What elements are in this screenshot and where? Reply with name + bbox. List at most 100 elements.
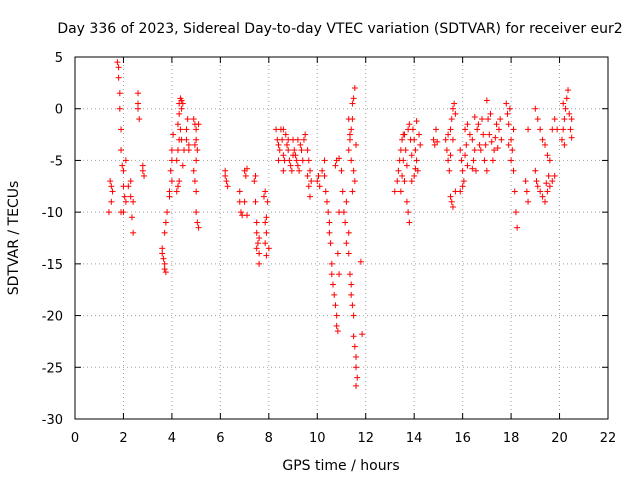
data-point bbox=[121, 193, 128, 200]
data-point bbox=[332, 302, 339, 309]
data-point bbox=[338, 167, 345, 174]
data-point bbox=[568, 134, 575, 141]
data-point bbox=[161, 260, 168, 267]
y-axis: -30 -25 -20 -15 -10 -5 0 5 bbox=[42, 51, 608, 428]
data-point bbox=[448, 116, 455, 123]
data-point bbox=[308, 178, 315, 185]
data-point bbox=[400, 157, 407, 164]
x-axis-title: GPS time / hours bbox=[282, 458, 399, 474]
x-tick-label: 16 bbox=[454, 431, 471, 446]
data-point bbox=[498, 136, 505, 143]
data-point bbox=[350, 333, 357, 340]
data-point bbox=[462, 126, 469, 133]
data-point bbox=[350, 167, 357, 174]
data-point bbox=[539, 136, 546, 143]
plot-frame bbox=[74, 56, 609, 420]
data-point bbox=[447, 152, 454, 159]
data-point bbox=[479, 116, 486, 123]
data-point bbox=[193, 126, 200, 133]
chart-title: Day 336 of 2023, Sidereal Day-to-day VTE… bbox=[57, 21, 622, 37]
data-point bbox=[179, 162, 186, 169]
data-point bbox=[326, 219, 333, 226]
data-point bbox=[120, 167, 127, 174]
data-point bbox=[115, 74, 122, 81]
data-point bbox=[510, 167, 517, 174]
data-point bbox=[353, 141, 360, 148]
data-point bbox=[254, 240, 261, 247]
data-point bbox=[285, 136, 292, 143]
data-point bbox=[291, 147, 298, 154]
data-point bbox=[412, 165, 419, 172]
x-tick-label: 2 bbox=[119, 431, 127, 446]
data-point bbox=[224, 183, 231, 190]
data-point bbox=[134, 105, 141, 112]
data-point bbox=[353, 382, 360, 389]
data-point bbox=[305, 183, 312, 190]
data-point bbox=[242, 172, 249, 179]
data-point bbox=[448, 198, 455, 205]
data-point bbox=[190, 167, 197, 174]
data-point bbox=[283, 141, 290, 148]
data-point bbox=[447, 193, 454, 200]
data-point bbox=[449, 105, 456, 112]
data-point bbox=[565, 87, 572, 94]
data-point bbox=[330, 281, 337, 288]
y-tick-label: -5 bbox=[50, 154, 63, 169]
data-point bbox=[532, 167, 539, 174]
x-tick-label: 0 bbox=[71, 431, 79, 446]
data-point bbox=[471, 147, 478, 154]
data-point bbox=[457, 147, 464, 154]
data-point bbox=[321, 157, 328, 164]
data-point bbox=[263, 252, 270, 259]
data-point bbox=[431, 141, 438, 148]
data-point bbox=[353, 353, 360, 360]
data-point bbox=[343, 240, 350, 247]
data-point bbox=[434, 138, 441, 145]
data-point bbox=[118, 147, 125, 154]
data-point bbox=[408, 152, 415, 159]
data-point bbox=[184, 116, 191, 123]
data-point bbox=[315, 172, 322, 179]
data-point bbox=[241, 198, 248, 205]
data-point bbox=[470, 157, 477, 164]
data-point bbox=[497, 116, 504, 123]
y-tick-label: -25 bbox=[42, 361, 63, 376]
data-point bbox=[136, 116, 143, 123]
data-point bbox=[297, 141, 304, 148]
data-point bbox=[276, 147, 283, 154]
data-point bbox=[288, 167, 295, 174]
data-point bbox=[118, 209, 125, 216]
data-point bbox=[512, 209, 519, 216]
data-point bbox=[130, 198, 137, 205]
data-point bbox=[174, 183, 181, 190]
x-tick-label: 18 bbox=[503, 431, 520, 446]
data-point bbox=[134, 100, 141, 107]
data-point bbox=[244, 212, 251, 219]
data-point bbox=[300, 136, 307, 143]
data-point bbox=[185, 141, 192, 148]
data-point bbox=[348, 291, 355, 298]
data-point bbox=[108, 198, 115, 205]
data-point bbox=[534, 183, 541, 190]
data-point bbox=[493, 121, 500, 128]
data-point bbox=[334, 250, 341, 257]
data-point bbox=[544, 188, 551, 195]
data-point bbox=[307, 193, 314, 200]
data-point bbox=[282, 131, 289, 138]
data-point bbox=[560, 126, 567, 133]
data-point bbox=[447, 126, 454, 133]
data-point bbox=[105, 209, 112, 216]
data-point bbox=[411, 136, 418, 143]
data-point bbox=[314, 178, 321, 185]
data-point bbox=[253, 245, 260, 252]
data-point bbox=[549, 178, 556, 185]
data-point bbox=[463, 141, 470, 148]
data-point bbox=[322, 188, 329, 195]
data-point bbox=[343, 198, 350, 205]
data-point bbox=[174, 147, 181, 154]
data-point bbox=[331, 291, 338, 298]
data-point bbox=[174, 121, 181, 128]
data-point bbox=[460, 178, 467, 185]
data-point bbox=[351, 343, 358, 350]
